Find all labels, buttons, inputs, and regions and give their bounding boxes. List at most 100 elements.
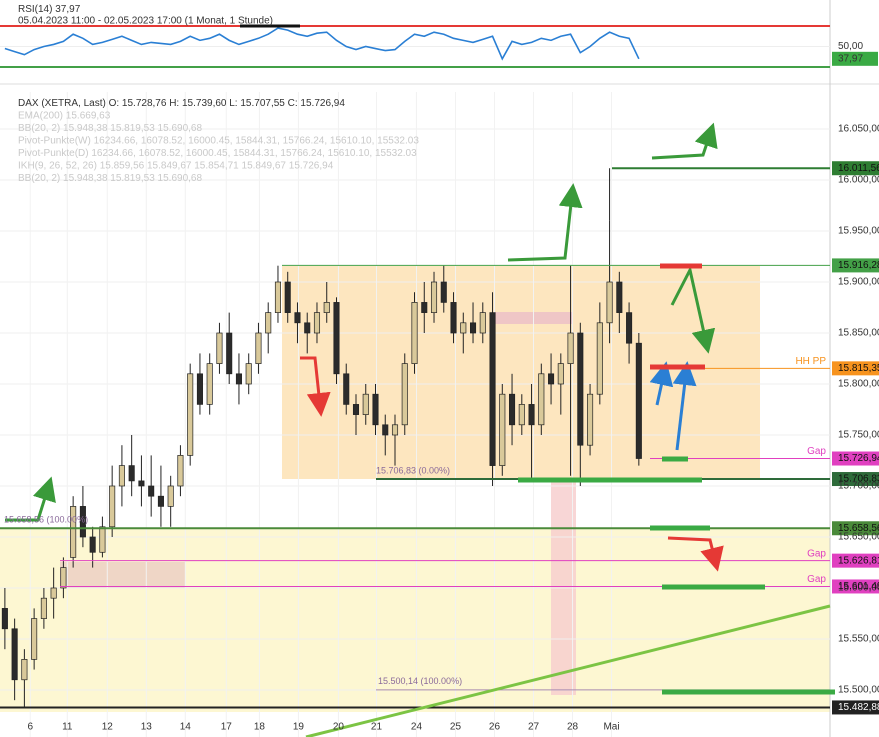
candle-body — [411, 302, 418, 364]
x-tick-label: 25 — [450, 722, 462, 733]
y-tick-label: 50,00 — [838, 41, 863, 52]
candle-body — [538, 373, 545, 426]
gap-zone — [551, 479, 576, 695]
candle-body — [206, 363, 213, 405]
level-box — [832, 700, 879, 715]
candle-body — [430, 281, 438, 313]
candle-body — [469, 322, 477, 334]
candle-body — [626, 312, 633, 344]
drawings — [5, 24, 835, 737]
candle-body — [528, 404, 535, 426]
candle-body — [128, 465, 135, 482]
level-label: 15.916,28 — [838, 260, 879, 271]
level-box — [832, 472, 879, 487]
candle-body — [362, 393, 369, 415]
candle-body — [635, 342, 642, 459]
level-box — [832, 451, 879, 466]
candle-body — [118, 465, 125, 487]
candle-body — [489, 312, 496, 466]
indicator-label: EMA(200) 15.669,63 — [18, 111, 111, 122]
candle-body — [304, 322, 311, 334]
candle-body — [196, 373, 203, 405]
candle-body — [21, 659, 28, 681]
gap-zone — [494, 312, 572, 324]
y-tick-label: 16.000,00 — [838, 175, 879, 186]
candle-body — [460, 322, 467, 334]
main-title: DAX (XETRA, Last) O: 15.728,76 H: 15.739… — [18, 98, 345, 109]
candle-body — [450, 302, 457, 334]
gap-zone — [60, 562, 185, 588]
candle-body — [216, 332, 223, 364]
indicator-label: Pivot-Punkte(W) 16234.66, 16078.52, 1600… — [18, 136, 419, 147]
candle-body — [109, 485, 116, 528]
x-tick-label: 28 — [567, 722, 579, 733]
grid — [0, 45, 830, 737]
x-tick-label: 26 — [489, 722, 501, 733]
level-label: 16.011,56 — [838, 163, 879, 174]
ohlc: H: 15.739,60 — [169, 98, 227, 109]
arrow-down — [300, 356, 331, 417]
rsi-line — [4, 27, 640, 61]
candle-body — [479, 312, 486, 334]
last-value-label: 37,97 — [838, 53, 863, 64]
level-label: 15.658,56 — [838, 523, 879, 534]
y-tick-label: 15.800,00 — [838, 379, 879, 390]
level-note: HH PP — [795, 356, 826, 367]
candle-body — [440, 281, 447, 303]
x-tick-label: 17 — [221, 722, 233, 733]
y-tick-label: 16.050,00 — [838, 124, 879, 135]
candle-body — [60, 567, 67, 589]
y-tick-label: 15.850,00 — [838, 328, 879, 339]
candle-body — [138, 480, 145, 487]
candle-body — [148, 485, 155, 497]
level-note: Gap — [807, 548, 826, 559]
candle-body — [70, 506, 77, 558]
candle-body — [567, 332, 574, 364]
candle-body — [313, 312, 321, 334]
candle-body — [99, 526, 106, 553]
y-tick-label: 15.550,00 — [838, 634, 879, 645]
candle-body — [40, 597, 47, 619]
candle-body — [352, 404, 360, 415]
candle-body — [421, 302, 428, 313]
x-tick-label: 18 — [254, 722, 266, 733]
y-tick-label: 15.600,00 — [838, 583, 879, 594]
level-box — [832, 521, 879, 536]
candle-body — [499, 393, 506, 466]
candle-body — [577, 332, 584, 446]
candle-body — [167, 485, 174, 507]
candle-body — [401, 363, 408, 426]
y-tick-label: 15.900,00 — [838, 277, 879, 288]
ohlc: C: 15.726,94 — [288, 98, 346, 109]
candle-body — [187, 373, 194, 456]
candle-body — [596, 322, 603, 395]
candle-body — [79, 506, 86, 538]
indicator-label: IKH(9, 26, 52, 26) 15.859,56 15.849,67 1… — [18, 161, 334, 172]
candle-body — [548, 373, 555, 385]
candle-body — [391, 424, 399, 436]
level-box — [832, 258, 879, 273]
arrow-up — [649, 361, 674, 406]
candle-body — [177, 455, 184, 487]
arrow-up — [5, 476, 56, 522]
candle-body — [382, 424, 389, 436]
instrument: DAX (XETRA, Last) — [18, 98, 106, 109]
marks — [0, 25, 879, 715]
y-tick-label: 15.500,00 — [838, 685, 879, 696]
candle-body — [1, 608, 8, 630]
level-label: 15.726,94 — [838, 453, 879, 464]
trend-line — [305, 604, 831, 737]
yellow-zone — [0, 528, 830, 712]
arrow-up — [507, 183, 583, 262]
candle-body — [11, 628, 18, 681]
last-value-box — [832, 51, 878, 66]
arrow-down — [670, 265, 716, 354]
candle-body — [323, 302, 330, 313]
rsi-name: RSI(14) — [18, 4, 52, 15]
candle-body — [372, 393, 379, 426]
candle-body — [587, 393, 594, 446]
x-tick-label: 13 — [141, 722, 153, 733]
arrow-down — [667, 536, 724, 572]
level-label: 15.815,35 — [838, 363, 879, 374]
level-note: Gap — [807, 446, 826, 457]
